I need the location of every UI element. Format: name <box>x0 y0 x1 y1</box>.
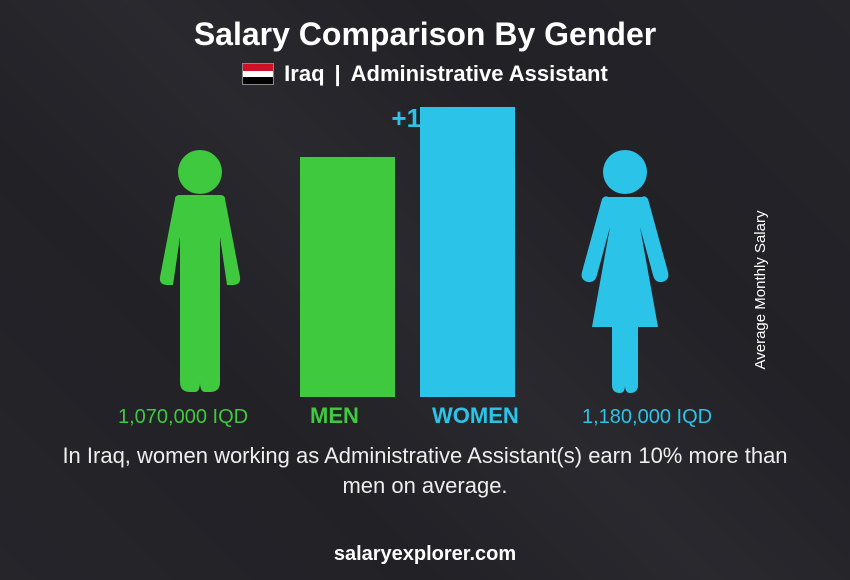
women-salary-label: 1,180,000 IQD <box>582 406 712 429</box>
chart-area: +10% MEN WOMEN 1,070,000 IQD 1,180,000 I… <box>0 97 850 437</box>
men-bar <box>300 157 395 397</box>
women-bar-label: WOMEN <box>432 403 519 429</box>
subtitle-role: Administrative Assistant <box>351 61 608 87</box>
page-title: Salary Comparison By Gender <box>0 0 850 53</box>
men-bar-label: MEN <box>310 403 359 429</box>
summary-text: In Iraq, women working as Administrative… <box>0 441 850 500</box>
subtitle-country: Iraq <box>284 61 324 87</box>
footer-brand: salaryexplorer.com <box>0 543 850 566</box>
subtitle-separator: | <box>335 61 341 87</box>
female-figure-icon <box>570 147 680 397</box>
men-salary-label: 1,070,000 IQD <box>118 406 248 429</box>
flag-icon <box>242 63 274 85</box>
women-bar <box>420 107 515 397</box>
y-axis-label: Average Monthly Salary <box>752 211 769 370</box>
subtitle: Iraq | Administrative Assistant <box>0 61 850 87</box>
male-figure-icon <box>145 147 255 397</box>
